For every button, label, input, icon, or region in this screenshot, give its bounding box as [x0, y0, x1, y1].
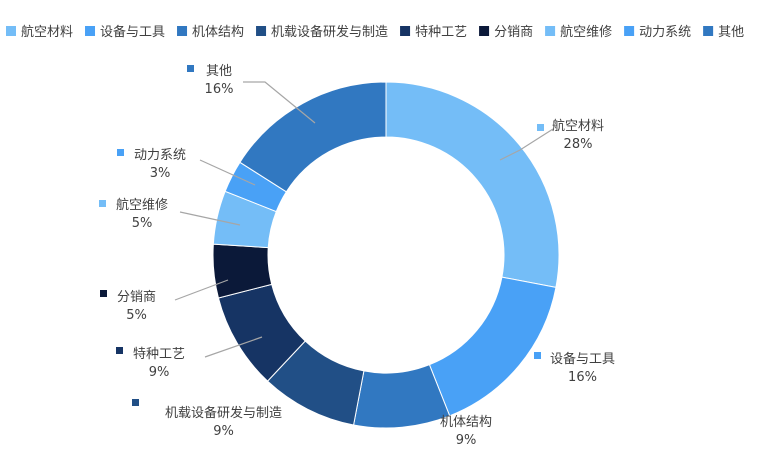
legend-label: 机体结构 [192, 25, 244, 40]
legend-label: 动力系统 [639, 25, 691, 40]
label-percent: 9% [456, 433, 477, 448]
data-label-series-0: 航空材料 28% [537, 118, 604, 152]
leader-line-series-7 [199, 159, 256, 186]
leader-line-series-4 [204, 336, 263, 358]
legend-label: 特种工艺 [415, 25, 467, 40]
legend-item-series-3: 机载设备研发与制造 [256, 24, 388, 40]
label-name: 设备与工具 [550, 351, 615, 367]
legend-swatch [6, 26, 16, 36]
leader-line-series-8 [243, 81, 316, 124]
slice-series-1 [428, 276, 557, 417]
label-swatch [99, 200, 106, 207]
label-percent: 3% [150, 166, 171, 181]
label-name: 分销商 [117, 290, 156, 305]
legend-item-series-2: 机体结构 [177, 25, 244, 40]
slice-series-0 [385, 81, 560, 289]
label-percent: 9% [213, 424, 234, 439]
leader-line-series-0 [499, 128, 554, 161]
label-percent: 5% [126, 308, 147, 323]
legend-label: 设备与工具 [100, 24, 165, 40]
label-swatch [534, 352, 541, 359]
label-name: 其他 [206, 64, 232, 79]
data-label-series-2: 机体结构 9% [440, 415, 492, 448]
legend-swatch [400, 26, 411, 36]
leader-line-series-5 [174, 279, 229, 301]
label-swatch [187, 65, 194, 72]
legend-swatch [256, 26, 267, 36]
legend-item-series-8: 其他 [703, 25, 744, 40]
data-label-series-7: 动力系统 3% [117, 148, 186, 181]
legend-swatch [703, 26, 714, 36]
label-name: 机体结构 [440, 415, 492, 430]
legend-item-series-4: 特种工艺 [400, 25, 467, 40]
legend-item-series-7: 动力系统 [624, 25, 691, 40]
legend-label: 航空维修 [560, 24, 612, 40]
label-swatch [537, 124, 544, 131]
legend-label: 分销商 [494, 25, 533, 40]
data-label-series-4: 特种工艺 9% [116, 347, 185, 380]
label-name: 机载设备研发与制造 [165, 405, 282, 421]
legend-label: 航空材料 [21, 24, 73, 40]
data-label-series-5: 分销商 5% [100, 290, 156, 323]
label-percent: 28% [564, 137, 593, 152]
data-label-series-6: 航空维修 5% [99, 197, 168, 231]
label-swatch [116, 347, 123, 354]
legend-label: 其他 [718, 25, 744, 40]
legend-swatch [177, 26, 188, 36]
leader-line-series-6 [179, 211, 241, 226]
legend: 航空材料 设备与工具 机体结构 机载设备研发与制造 特种工艺 分销商 航空维修 动力系统 其他 [6, 24, 744, 40]
legend-item-series-1: 设备与工具 [85, 24, 165, 40]
label-percent: 5% [132, 216, 153, 231]
data-label-series-1: 设备与工具 16% [534, 351, 615, 385]
legend-swatch [85, 26, 96, 36]
slice-series-8 [239, 81, 387, 193]
data-label-series-3: 机载设备研发与制造 9% [132, 399, 282, 439]
legend-swatch [479, 26, 490, 36]
donut-slices [212, 81, 560, 429]
label-swatch [100, 290, 107, 297]
data-label-series-8: 其他 16% [187, 64, 233, 97]
label-swatch [117, 149, 124, 156]
legend-swatch [545, 26, 556, 36]
data-labels: 航空材料 28% 设备与工具 16% 机体结构 9% 机载设备研发与制造 9% 特种工艺 9% 分销… [99, 64, 615, 448]
label-name: 航空维修 [116, 197, 168, 213]
label-name: 航空材料 [552, 118, 604, 134]
label-percent: 16% [205, 82, 234, 97]
leader-lines [174, 81, 554, 358]
legend-label: 机载设备研发与制造 [271, 24, 388, 40]
label-name: 动力系统 [134, 148, 186, 163]
label-swatch [132, 399, 139, 406]
legend-item-series-5: 分销商 [479, 25, 533, 40]
label-name: 特种工艺 [133, 347, 185, 362]
legend-item-series-6: 航空维修 [545, 24, 612, 40]
label-percent: 9% [149, 365, 170, 380]
legend-item-series-0: 航空材料 [6, 24, 73, 40]
label-percent: 16% [568, 370, 597, 385]
legend-swatch [624, 26, 635, 36]
